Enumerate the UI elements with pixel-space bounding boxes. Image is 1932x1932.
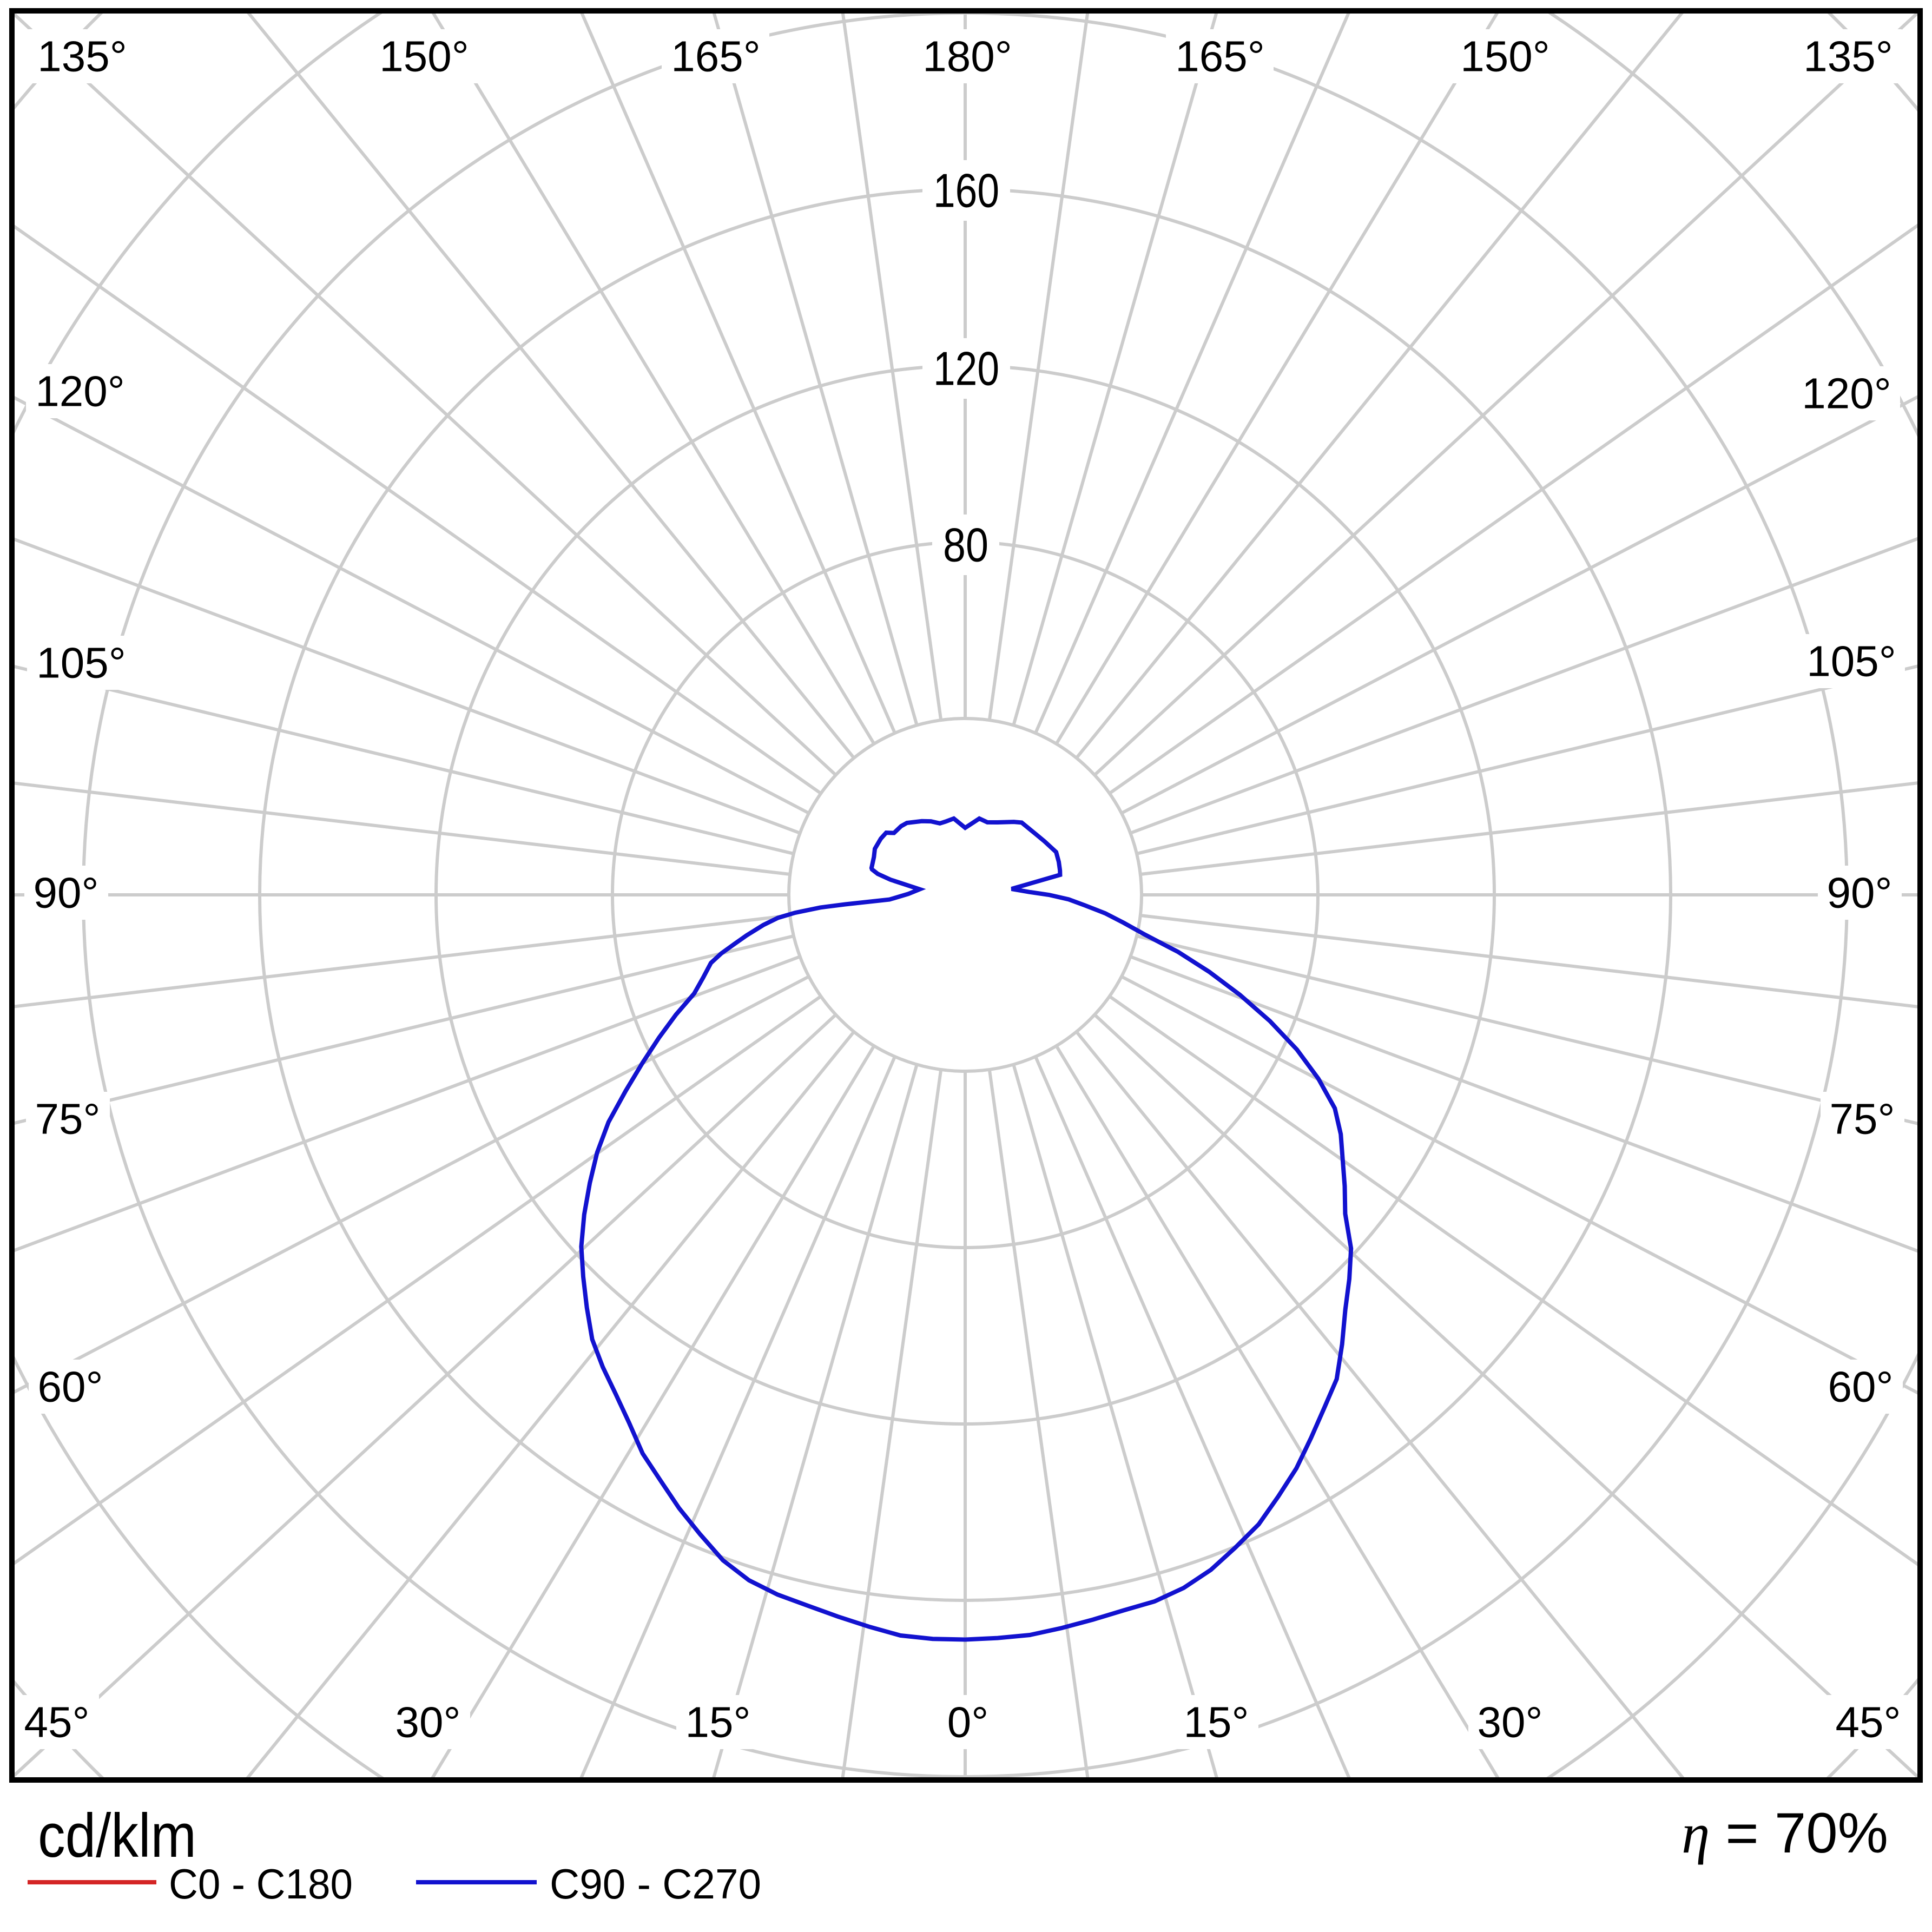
svg-text:C90 - C270: C90 - C270 [550, 1860, 761, 1908]
svg-text:15°: 15° [685, 1698, 751, 1746]
svg-text:90°: 90° [34, 869, 99, 917]
svg-text:75°: 75° [35, 1095, 101, 1143]
svg-text:150°: 150° [379, 32, 469, 81]
svg-text:105°: 105° [1806, 637, 1896, 685]
svg-text:η = 70%: η = 70% [1682, 1802, 1888, 1865]
svg-text:105°: 105° [36, 639, 126, 687]
svg-text:165°: 165° [1175, 32, 1264, 81]
svg-text:60°: 60° [1828, 1363, 1894, 1411]
svg-text:150°: 150° [1460, 32, 1549, 81]
svg-text:120: 120 [933, 342, 999, 395]
svg-text:0°: 0° [947, 1698, 988, 1746]
svg-text:C0 - C180: C0 - C180 [169, 1860, 353, 1908]
svg-text:120°: 120° [35, 367, 124, 416]
svg-text:180°: 180° [922, 32, 1012, 81]
svg-text:30°: 30° [1478, 1698, 1543, 1746]
svg-text:15°: 15° [1184, 1698, 1249, 1746]
svg-text:75°: 75° [1830, 1095, 1895, 1143]
svg-text:45°: 45° [1836, 1698, 1901, 1746]
svg-text:90°: 90° [1827, 869, 1893, 917]
svg-text:135°: 135° [1803, 32, 1893, 81]
svg-text:80: 80 [943, 518, 988, 572]
svg-text:120°: 120° [1802, 370, 1891, 418]
svg-text:cd/klm: cd/klm [38, 1802, 196, 1870]
svg-text:165°: 165° [671, 32, 760, 81]
svg-text:135°: 135° [37, 32, 127, 81]
svg-text:160: 160 [933, 164, 999, 217]
svg-text:30°: 30° [395, 1698, 461, 1746]
svg-text:60°: 60° [38, 1363, 103, 1411]
svg-text:45°: 45° [24, 1698, 90, 1746]
